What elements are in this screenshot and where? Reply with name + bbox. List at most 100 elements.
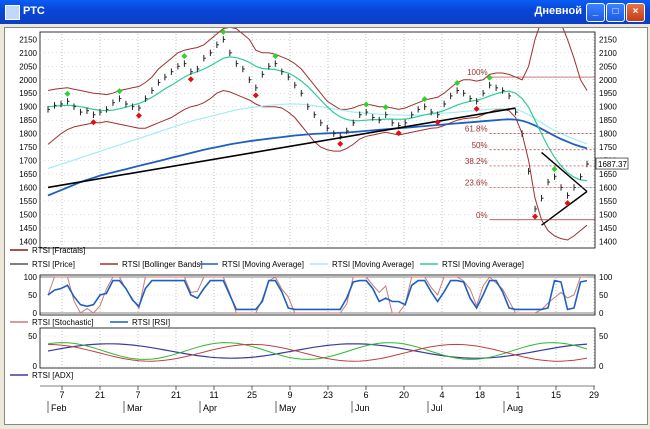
legend-label: RTSI [Moving Average] (442, 260, 524, 269)
fib-level-label: 50% (472, 141, 488, 150)
moving-average-mid-line (47, 103, 588, 170)
y-tick-label-right: 2000 (599, 76, 617, 85)
fractal-down-marker (90, 119, 97, 126)
x-day-label: 6 (363, 390, 368, 400)
oscillator-tick-left: 100 (24, 273, 38, 282)
y-tick-label-right: 1650 (599, 170, 617, 179)
adx-tick-right: 50 (599, 332, 608, 341)
x-day-label: 7 (135, 390, 140, 400)
y-tick-label-left: 2150 (19, 35, 37, 44)
x-day-label: 15 (551, 390, 561, 400)
chart-area[interactable]: 1400 1400 1450 1450 1500 1500 1550 1550 1600 1600… (4, 9, 648, 425)
y-tick-label-right: 1800 (599, 130, 617, 139)
fib-level-label: 23.6% (465, 178, 488, 187)
x-day-label: 21 (171, 390, 181, 400)
y-tick-label-left: 2050 (19, 62, 37, 71)
x-day-label: 4 (439, 390, 444, 400)
y-tick-label-left: 1950 (19, 89, 37, 98)
fractal-down-marker (564, 200, 571, 207)
x-day-label: 21 (95, 390, 105, 400)
oscillator-tick-right: 100 (599, 273, 613, 282)
x-month-label: Jun (355, 403, 370, 413)
maximize-button[interactable]: □ (606, 3, 625, 22)
fractal-up-marker (421, 96, 428, 103)
x-day-label: 20 (399, 390, 409, 400)
fractal-up-marker (116, 88, 123, 95)
y-tick-label-right: 2050 (599, 62, 617, 71)
y-tick-label-left: 2100 (19, 49, 37, 58)
title-bar[interactable]: РТС Дневной _ □ × (0, 0, 650, 24)
oscillator-tick-left: 50 (28, 291, 37, 300)
y-tick-label-right: 1500 (599, 210, 617, 219)
fractal-up-marker (64, 90, 71, 97)
close-button[interactable]: × (626, 3, 645, 22)
legend-label: RTSI [Stochastic] (32, 318, 94, 327)
moving-average-long-line (47, 118, 588, 197)
fractal-down-marker (252, 92, 259, 99)
legend-label: RTSI [RSI] (132, 318, 170, 327)
adx-panel-frame (39, 327, 596, 369)
fractal-up-marker (454, 80, 461, 86)
y-tick-label-right: 1600 (599, 183, 617, 192)
fractal-up-marker (181, 53, 188, 60)
y-tick-label-left: 1450 (19, 224, 37, 233)
fractal-down-marker (187, 76, 194, 83)
fractal-down-marker (135, 112, 142, 119)
y-tick-label-right: 2150 (599, 35, 617, 44)
y-tick-label-right: 1450 (599, 224, 617, 233)
y-tick-label-right: 2100 (599, 49, 617, 58)
oscillator-tick-right: 50 (599, 291, 608, 300)
x-month-label: Mar (127, 403, 143, 413)
y-tick-label-right: 1900 (599, 103, 617, 112)
y-tick-label-right: 1850 (599, 116, 617, 125)
window-title: РТС (23, 5, 45, 17)
minimize-button[interactable]: _ (586, 3, 605, 22)
fractal-up-marker (382, 104, 389, 111)
triangle-upper-line (541, 151, 588, 193)
oscillator-tick-left: 0 (33, 309, 38, 318)
y-tick-label-left: 2000 (19, 76, 37, 85)
x-month-label: Aug (507, 403, 523, 413)
bollinger-upper-line (47, 9, 588, 110)
y-tick-label-right: 1550 (599, 197, 617, 206)
y-tick-label-left: 1650 (19, 170, 37, 179)
rsi-line (47, 279, 588, 311)
fractal-down-marker (434, 119, 441, 126)
di-plus-line (47, 342, 588, 360)
x-day-label: 7 (59, 390, 64, 400)
y-tick-label-right: 1950 (599, 89, 617, 98)
fractal-down-marker (337, 140, 344, 147)
legend-label: RTSI [Bollinger Bands] (122, 260, 203, 269)
fib-level-label: 38.2% (465, 157, 488, 166)
bollinger-lower-line (47, 89, 588, 241)
y-tick-label-left: 1750 (19, 143, 37, 152)
fractal-down-marker (395, 130, 402, 137)
price-panel-frame (39, 31, 596, 249)
fractal-down-marker (473, 105, 480, 112)
y-tick-label-right: 1750 (599, 143, 617, 152)
x-month-label: Feb (51, 403, 67, 413)
adx-tick-right: 0 (599, 362, 604, 371)
fractal-up-marker (363, 101, 370, 108)
fractal-up-marker (486, 74, 493, 81)
x-day-label: 23 (323, 390, 333, 400)
timeframe-label: Дневной (534, 5, 583, 17)
x-month-label: Jul (431, 403, 443, 413)
adx-tick-left: 0 (33, 362, 38, 371)
legend-label: RTSI [Moving Average] (222, 260, 304, 269)
adx-tick-left: 50 (28, 332, 37, 341)
fractal-up-marker (551, 166, 558, 173)
y-tick-label-left: 1700 (19, 157, 37, 166)
x-day-label: 29 (589, 390, 599, 400)
fib-level-label: 0% (476, 211, 488, 220)
y-tick-label-left: 1600 (19, 183, 37, 192)
x-month-label: May (279, 403, 297, 413)
x-day-label: 9 (287, 390, 292, 400)
legend-label: RTSI [Fractals] (32, 246, 85, 255)
last-price-label: 1687.37 (598, 160, 627, 169)
di-minus-line (47, 343, 588, 362)
fractal-up-marker (272, 53, 279, 60)
fractal-up-marker (220, 28, 227, 35)
